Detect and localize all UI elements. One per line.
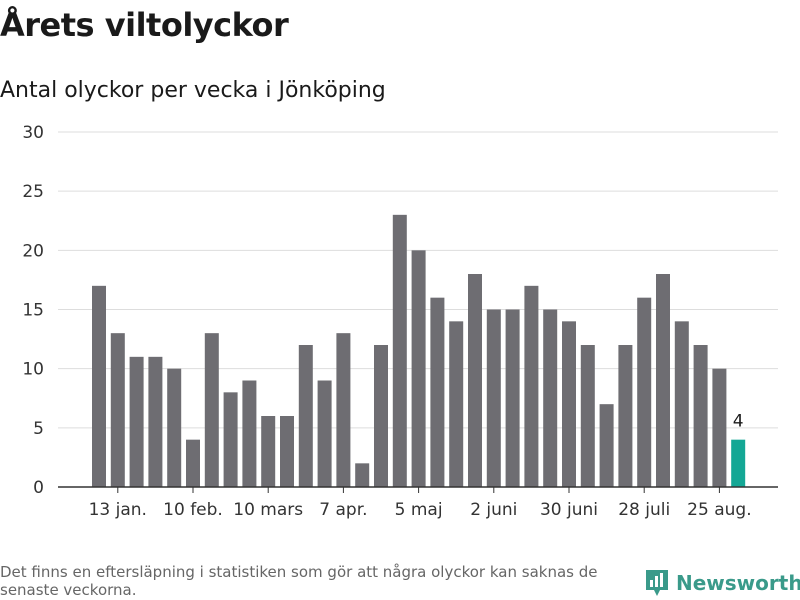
bar xyxy=(562,321,576,487)
bar xyxy=(92,285,106,487)
chart-title: Årets viltolyckor xyxy=(0,6,289,44)
bar xyxy=(693,345,708,487)
bar xyxy=(392,214,407,487)
x-tick-label: 13 jan. xyxy=(89,500,147,520)
bar xyxy=(148,356,163,487)
y-tick-label: 0 xyxy=(33,478,44,498)
bar xyxy=(486,309,501,487)
bar xyxy=(223,392,238,487)
bar xyxy=(637,297,652,487)
y-tick-label: 20 xyxy=(22,241,44,261)
bar xyxy=(468,274,482,487)
y-tick-label: 15 xyxy=(22,301,44,321)
bar xyxy=(261,416,276,487)
bar xyxy=(674,321,689,487)
bar xyxy=(374,345,388,487)
x-tick-label: 2 juni xyxy=(470,500,517,520)
bar xyxy=(298,345,313,487)
x-tick-label: 5 maj xyxy=(395,500,443,520)
highlight-data-label: 4 xyxy=(733,412,744,432)
bar-chart: 0 5 10 15 20 25 30 13 jan. 10 feb. 10 mars 7 apr. 5… xyxy=(22,123,778,520)
bar xyxy=(505,309,520,487)
bar xyxy=(449,321,464,487)
brand-name: Newsworthy xyxy=(676,571,800,595)
bar xyxy=(280,416,294,487)
bar xyxy=(317,380,332,487)
x-tick-label: 7 apr. xyxy=(319,500,367,520)
bar xyxy=(411,250,426,487)
bar xyxy=(242,380,257,487)
bar xyxy=(110,333,125,487)
newsworthy-logo[interactable]: Newsworthy xyxy=(644,568,800,598)
bar xyxy=(167,368,182,487)
bar xyxy=(355,463,370,487)
bar xyxy=(129,356,144,487)
bar xyxy=(599,404,614,487)
x-tick-label: 30 juni xyxy=(540,500,598,520)
bar xyxy=(731,439,746,487)
bar xyxy=(430,297,445,487)
bar xyxy=(186,439,200,487)
bar xyxy=(618,345,633,487)
y-tick-label: 30 xyxy=(22,123,44,143)
bar-chart-logo-icon xyxy=(646,570,668,596)
chart-subtitle: Antal olyckor per vecka i Jönköping xyxy=(0,78,386,103)
bar xyxy=(336,333,351,487)
bar xyxy=(656,274,670,487)
bar xyxy=(204,333,219,487)
x-tick-label: 10 mars xyxy=(233,500,303,520)
y-tick-label: 25 xyxy=(22,182,44,202)
y-tick-label: 10 xyxy=(22,360,44,380)
bar xyxy=(524,285,539,487)
bar xyxy=(543,309,558,487)
y-tick-label: 5 xyxy=(33,419,44,439)
x-tick-label: 10 feb. xyxy=(163,500,223,520)
bar xyxy=(712,368,727,487)
x-tick-label: 25 aug. xyxy=(687,500,751,520)
bar xyxy=(580,345,595,487)
x-tick-label: 28 juli xyxy=(618,500,670,520)
footnote: Det finns en eftersläpning i statistiken… xyxy=(0,563,598,599)
